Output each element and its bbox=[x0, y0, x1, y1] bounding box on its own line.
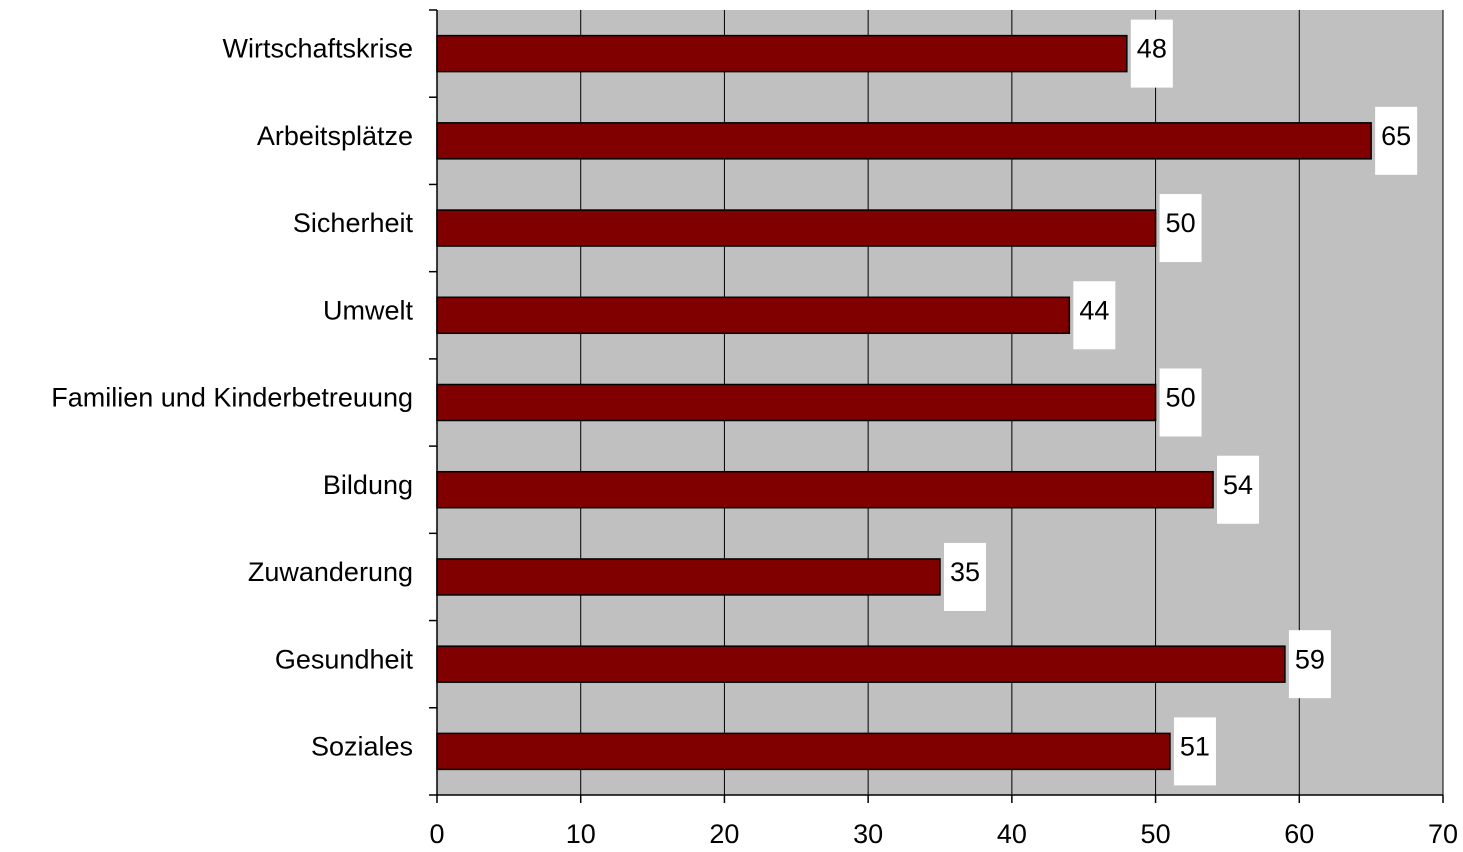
bar-6 bbox=[436, 558, 941, 596]
data-label-8: 51 bbox=[1180, 732, 1210, 762]
axes bbox=[429, 9, 1444, 803]
x-tick-labels: 0 10 20 30 40 50 60 70 bbox=[429, 819, 1458, 849]
category-label-7: Gesundheit bbox=[275, 644, 414, 674]
category-label-8: Soziales bbox=[311, 732, 413, 762]
x-tick-label-70: 70 bbox=[1428, 819, 1458, 849]
category-label-5: Bildung bbox=[323, 470, 413, 500]
bar-7 bbox=[436, 645, 1286, 683]
data-label-box-5 bbox=[1217, 455, 1260, 524]
bar-5 bbox=[436, 470, 1214, 509]
bar-2 bbox=[436, 209, 1157, 247]
bar-4 bbox=[436, 383, 1157, 422]
data-label-5: 54 bbox=[1223, 470, 1253, 500]
data-label-box-7 bbox=[1288, 630, 1331, 699]
data-label-box-8 bbox=[1173, 717, 1216, 786]
x-tick-label-30: 30 bbox=[853, 819, 883, 849]
bar-0 bbox=[436, 34, 1128, 73]
category-label-0: Wirtschaftskrise bbox=[222, 34, 413, 64]
data-label-6: 35 bbox=[950, 557, 980, 587]
bars bbox=[436, 34, 1372, 771]
bar-8 bbox=[436, 732, 1171, 771]
data-label-box-0 bbox=[1130, 19, 1173, 88]
data-labels: 48 65 50 44 50 54 35 59 51 bbox=[944, 19, 1418, 786]
data-label-0: 48 bbox=[1137, 34, 1167, 64]
data-label-box-6 bbox=[944, 542, 986, 611]
bar-3 bbox=[436, 296, 1071, 335]
x-tick-label-20: 20 bbox=[709, 819, 739, 849]
data-label-4: 50 bbox=[1166, 383, 1196, 413]
data-label-box-2 bbox=[1159, 194, 1202, 263]
data-label-box-1 bbox=[1375, 106, 1418, 175]
x-tick-label-0: 0 bbox=[429, 819, 444, 849]
data-label-box-4 bbox=[1159, 368, 1202, 437]
x-tick-label-10: 10 bbox=[566, 819, 596, 849]
category-label-4: Familien und Kinderbetreuung bbox=[51, 383, 413, 413]
x-tick-label-40: 40 bbox=[997, 819, 1027, 849]
data-label-box-3 bbox=[1073, 281, 1116, 350]
category-label-3: Umwelt bbox=[323, 295, 414, 325]
category-label-2: Sicherheit bbox=[293, 208, 414, 238]
data-label-1: 65 bbox=[1381, 121, 1411, 151]
data-label-3: 44 bbox=[1079, 295, 1109, 325]
data-label-2: 50 bbox=[1166, 208, 1196, 238]
bar-1 bbox=[436, 122, 1372, 160]
category-labels: Wirtschaftskrise Arbeitsplätze Sicherheit U… bbox=[51, 34, 413, 762]
data-label-7: 59 bbox=[1295, 644, 1325, 674]
x-tick-label-60: 60 bbox=[1284, 819, 1314, 849]
category-label-1: Arbeitsplätze bbox=[257, 121, 413, 151]
category-label-6: Zuwanderung bbox=[248, 557, 413, 587]
x-tick-label-50: 50 bbox=[1141, 819, 1171, 849]
